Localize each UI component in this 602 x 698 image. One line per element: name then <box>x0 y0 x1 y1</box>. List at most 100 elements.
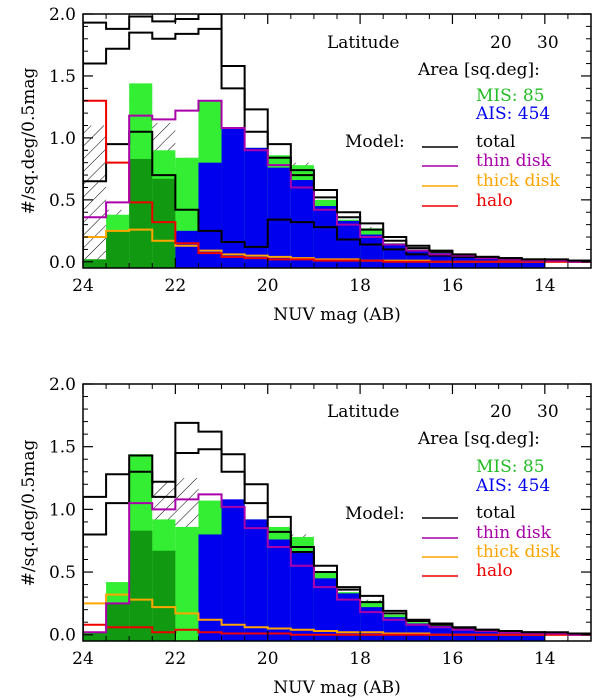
ais-bar <box>521 260 545 268</box>
panel-top-mis-label: MIS: 85 <box>476 86 545 106</box>
panel-bottom-legend-halo: halo <box>476 561 513 581</box>
panel-top: 24 22 20 18 16 14 0.0 0.5 1.0 1.5 2.0 NUV mag (AB)… <box>19 5 592 325</box>
ais-bar <box>175 230 199 268</box>
y-tick-label: 0.0 <box>49 626 76 646</box>
ais-bar <box>290 551 314 641</box>
ais-bar <box>429 253 453 268</box>
ais-bar <box>337 220 361 268</box>
ais-bar <box>221 127 245 268</box>
ais-bar <box>244 147 268 268</box>
x-tick-label: 24 <box>72 276 94 296</box>
panel-bottom-legend-total: total <box>476 503 515 523</box>
y-tick-label: 1.0 <box>49 500 76 520</box>
ais-bar <box>290 180 314 268</box>
panel-bottom-lat-low: 20 <box>490 402 512 422</box>
ais-bar <box>406 623 430 641</box>
y-tick-label: 0.5 <box>49 563 76 583</box>
mis-dark-bar <box>129 530 153 641</box>
x-tick-label: 20 <box>257 649 279 669</box>
mis-bar <box>175 526 199 641</box>
ais-bar <box>221 499 245 641</box>
ais-bar <box>521 633 545 641</box>
ais-bar <box>498 259 522 268</box>
panel-top-ticks: 24 22 20 18 16 14 0.0 0.5 1.0 1.5 2.0 <box>49 5 592 296</box>
panel-bottom-ais-label: AIS: 454 <box>475 476 550 496</box>
panel-bottom-area-label: Area [sq.deg]: <box>417 429 540 449</box>
ais-bar <box>383 244 407 268</box>
panel-top-latitude-label: Latitude <box>327 33 399 53</box>
hatch-bin <box>83 125 107 268</box>
mis-dark-bar <box>152 550 176 641</box>
x-tick-label: 22 <box>165 276 187 296</box>
ais-bar <box>198 534 222 641</box>
panel-bottom-lat-high: 30 <box>537 402 559 422</box>
ais-bar <box>198 162 222 268</box>
x-tick-label: 24 <box>72 649 94 669</box>
y-tick-label: 1.5 <box>49 67 76 87</box>
panel-top-legend-thin: thin disk <box>476 151 552 171</box>
ais-bar <box>267 167 291 268</box>
panel-top-xlabel: NUV mag (AB) <box>273 305 400 325</box>
y-tick-label: 2.0 <box>49 5 76 25</box>
panel-top-legend-total: total <box>476 132 515 152</box>
panel-bottom-ylabel: #/sq.deg/0.5mag <box>19 440 39 587</box>
mis-dark-bar <box>106 603 130 641</box>
ais-bar <box>360 234 384 268</box>
panel-top-ylabel: #/sq.deg/0.5mag <box>19 68 39 215</box>
ais-bar <box>475 630 499 641</box>
ais-bar <box>475 258 499 268</box>
x-tick-label: 16 <box>442 649 464 669</box>
ais-bar <box>337 593 361 641</box>
panel-top-lat-low: 20 <box>490 33 512 53</box>
ais-bar <box>267 539 291 641</box>
panel-top-marks <box>83 14 591 268</box>
panel-bottom: 24 22 20 18 16 14 0.0 0.5 1.0 1.5 2.0 NUV mag (AB)… <box>19 375 592 698</box>
x-tick-label: 22 <box>165 649 187 669</box>
ais-bar <box>429 625 453 641</box>
mis-dark-bar <box>106 230 130 268</box>
plot-area <box>83 14 591 268</box>
panel-bottom-legend-thick: thick disk <box>476 542 560 562</box>
y-tick-label: 1.5 <box>49 438 76 458</box>
x-tick-label: 16 <box>442 276 464 296</box>
panel-top-model-label: Model: <box>345 132 405 152</box>
y-tick-label: 0.5 <box>49 191 76 211</box>
panel-top-legend-thick: thick disk <box>476 171 560 191</box>
panel-bottom-legend-thin: thin disk <box>476 523 552 543</box>
mis-dark-bar <box>83 259 107 268</box>
total-line <box>83 421 591 635</box>
panel-bottom-ticks: 24 22 20 18 16 14 0.0 0.5 1.0 1.5 2.0 <box>49 375 592 669</box>
panel-top-legend-halo: halo <box>476 191 513 211</box>
ais-bar <box>406 250 430 268</box>
plot-area <box>83 421 591 641</box>
x-tick-label: 18 <box>349 276 371 296</box>
panel-top-lat-high: 30 <box>537 33 559 53</box>
y-tick-label: 1.0 <box>49 129 76 149</box>
mis-dark-bar <box>129 158 153 268</box>
ais-bar <box>244 519 268 641</box>
panel-bottom-latitude-label: Latitude <box>327 402 399 422</box>
panel-bottom-model-label: Model: <box>345 504 405 524</box>
x-tick-label: 20 <box>257 276 279 296</box>
y-tick-label: 0.0 <box>49 253 76 273</box>
x-tick-label: 14 <box>534 649 556 669</box>
panel-top-area-label: Area [sq.deg]: <box>417 60 540 80</box>
mis-dark-bar <box>152 178 176 268</box>
mis-dark-bar <box>83 632 107 641</box>
x-tick-label: 18 <box>349 649 371 669</box>
thin-disk-line <box>83 99 591 263</box>
thin-disk-line <box>83 493 591 636</box>
total-line <box>83 14 591 262</box>
ais-bar <box>383 617 407 641</box>
ais-bar <box>498 632 522 641</box>
halo-line <box>83 623 591 636</box>
panel-bottom-marks <box>83 421 591 641</box>
panel-bottom-mis-label: MIS: 85 <box>476 457 545 477</box>
x-tick-label: 14 <box>534 276 556 296</box>
ais-bar <box>313 206 337 268</box>
panel-top-ais-label: AIS: 454 <box>475 104 550 124</box>
y-tick-label: 2.0 <box>49 375 76 395</box>
panel-bottom-xlabel: NUV mag (AB) <box>273 678 400 698</box>
ais-bar <box>313 578 337 641</box>
